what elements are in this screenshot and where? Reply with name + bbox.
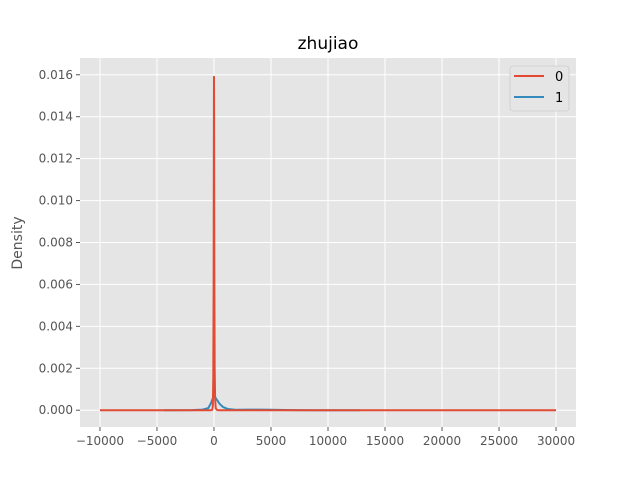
y-tick-label: 0.006 <box>39 277 73 291</box>
y-tick-label: 0.010 <box>39 194 73 208</box>
legend: 0 1 <box>509 65 570 112</box>
y-tick-label: 0.008 <box>39 236 73 250</box>
y-tick-label: 0.014 <box>39 110 73 124</box>
x-tick-label: 25000 <box>480 434 518 448</box>
legend-box <box>509 65 570 112</box>
series-layer <box>99 75 557 412</box>
y-tick-label: 0.002 <box>39 361 73 375</box>
y-tick-label: 0.016 <box>39 68 73 82</box>
x-tick-label: −5000 <box>137 434 178 448</box>
legend-label-1: 1 <box>555 91 563 106</box>
y-axis: 0.000 0.002 0.004 0.006 0.008 0.010 0.012 0.014… <box>39 68 80 417</box>
x-tick-label: 0 <box>210 434 218 448</box>
y-tick-label: 0.012 <box>39 152 73 166</box>
x-tick-label: −10000 <box>76 434 124 448</box>
series-line-0 <box>99 75 557 412</box>
y-tick-label: 0.004 <box>39 319 73 333</box>
x-tick-label: 10000 <box>309 434 347 448</box>
x-tick-label: 30000 <box>537 434 575 448</box>
x-tick-label: 5000 <box>256 434 287 448</box>
y-axis-label: Density <box>10 216 26 269</box>
chart-title: zhujiao <box>298 34 359 54</box>
x-tick-label: 20000 <box>423 434 461 448</box>
legend-label-0: 0 <box>555 70 563 85</box>
x-axis: −10000 −5000 0 5000 10000 15000 20000 25000 3000… <box>76 427 575 448</box>
y-tick-label: 0.000 <box>39 403 73 417</box>
x-tick-label: 15000 <box>366 434 404 448</box>
